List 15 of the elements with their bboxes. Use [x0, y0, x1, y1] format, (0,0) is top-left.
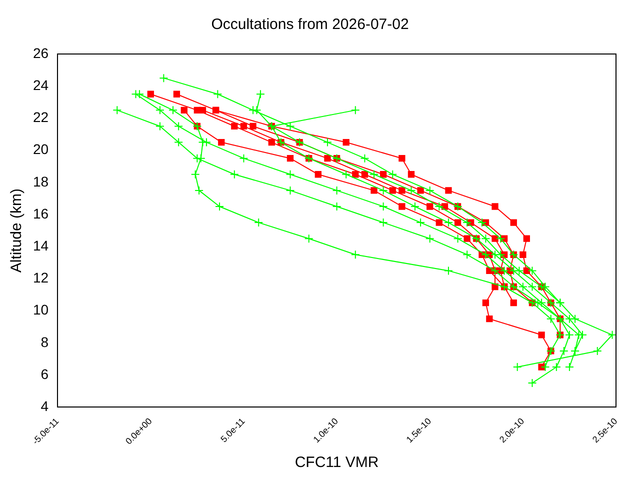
y-tick-label: 22 [32, 109, 49, 126]
y-tick-label: 6 [40, 366, 49, 382]
y-tick-label: 4 [40, 398, 49, 414]
y-tick-label: 8 [40, 334, 49, 350]
y-tick-label: 24 [32, 76, 49, 93]
y-axis-title: Altitude (km) [8, 188, 26, 273]
y-tick-label: 12 [32, 270, 49, 286]
y-tick-label: 14 [32, 237, 49, 254]
chart-title: Occultations from 2026-07-02 [211, 16, 409, 34]
y-tick-label: 26 [32, 44, 49, 61]
y-tick-label: 10 [32, 302, 49, 318]
y-tick-label: 20 [32, 141, 49, 158]
x-axis-title: CFC11 VMR [294, 454, 379, 472]
y-tick-label: 16 [32, 205, 49, 222]
y-tick-label: 18 [32, 173, 49, 190]
